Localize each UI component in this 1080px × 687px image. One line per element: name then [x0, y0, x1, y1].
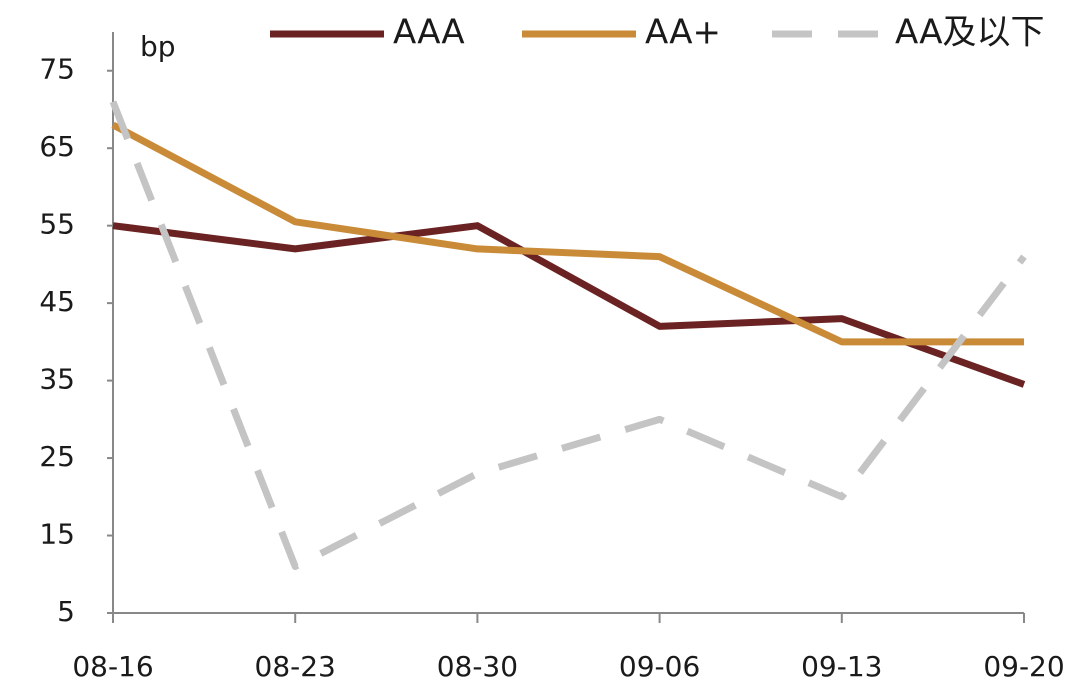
x-tick-label: 08-30: [437, 650, 518, 683]
y-tick-label: 75: [39, 53, 75, 86]
y-axis-label: bp: [140, 30, 176, 63]
series-line: [109, 100, 1027, 571]
legend-label: AAA: [393, 13, 465, 53]
y-tick-label: 5: [57, 595, 75, 628]
x-tick-label: 08-23: [255, 650, 336, 683]
y-tick-label: 45: [39, 285, 75, 318]
series-line: [111, 121, 1024, 346]
y-tick-label: 25: [39, 440, 75, 473]
x-tick-label: 09-13: [801, 650, 882, 683]
series-line: [112, 222, 1026, 388]
y-tick-label: 65: [39, 130, 75, 163]
y-tick-label: 35: [39, 363, 75, 396]
x-tick-label: 08-16: [72, 650, 153, 683]
legend-label: AA+: [645, 13, 721, 53]
y-tick-label: 15: [39, 518, 75, 551]
x-tick-label: 09-06: [619, 650, 700, 683]
legend-label: AA及以下: [895, 13, 1044, 53]
x-tick-label: 09-20: [983, 650, 1064, 683]
y-tick-label: 55: [39, 208, 75, 241]
